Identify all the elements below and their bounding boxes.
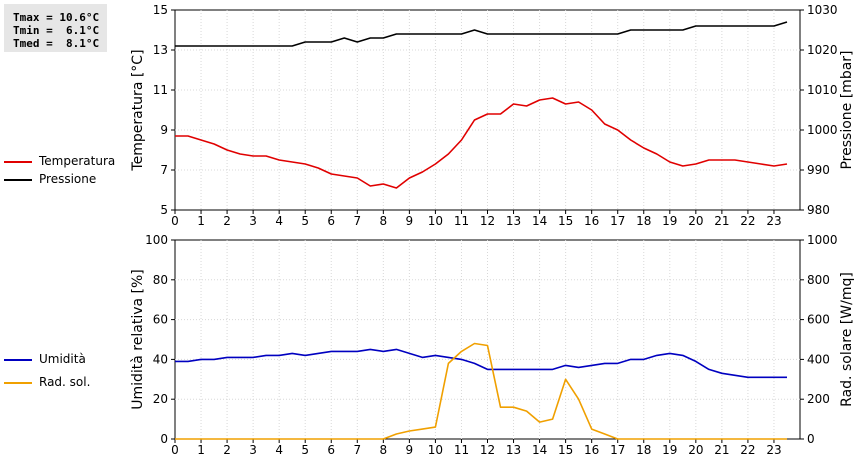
top-chart-y-right-tick-label: 980: [807, 203, 830, 217]
bottom-chart-x-tick-label: 0: [171, 443, 179, 457]
top-chart-x-tick-label: 10: [428, 214, 443, 228]
top-chart-x-tick-label: 15: [558, 214, 573, 228]
tmin-label: Tmin = 6.1°C: [13, 24, 100, 37]
top-chart-x-tick-label: 6: [327, 214, 335, 228]
top-chart-x-tick-label: 4: [275, 214, 283, 228]
bottom-chart-ylabel-right: Rad. solare [W/mq]: [839, 272, 855, 407]
top-chart-x-tick-label: 7: [353, 214, 361, 228]
bottom-chart-x-tick-label: 6: [327, 443, 335, 457]
bottom-chart-y-right-tick-label: 1000: [807, 233, 838, 247]
bottom-chart-y-left-tick-label: 40: [153, 352, 168, 366]
legend-label-rad-sol: Rad. sol.: [39, 375, 91, 389]
top-chart-x-tick-label: 17: [610, 214, 625, 228]
top-chart-x-tick-label: 0: [171, 214, 179, 228]
stats-box: Tmax = 10.6°C Tmin = 6.1°C Tmed = 8.1°C: [4, 4, 107, 52]
top-chart-x-tick-label: 21: [714, 214, 729, 228]
bottom-chart-ylabel-left: Umidità relativa [%]: [130, 269, 146, 410]
legend-swatch-rad-sol: [4, 382, 32, 384]
bottom-chart-x-tick-label: 8: [380, 443, 388, 457]
top-chart: 0 1 2 3 4 5 6 7 8 9 10 11 12 13 14 15 16 17 18 19 20 21 22 2357…: [130, 3, 855, 228]
top-chart-series-pressione: [175, 21, 788, 47]
top-chart-y-right-tick-label: 1010: [807, 83, 838, 97]
bottom-chart-y-left-tick-label: 20: [153, 392, 168, 406]
top-chart-x-tick-label: 5: [301, 214, 309, 228]
bottom-chart-x-tick-label: 1: [197, 443, 205, 457]
bottom-chart-x-tick-label: 18: [636, 443, 651, 457]
top-chart-x-tick-label: 2: [223, 214, 231, 228]
bottom-chart-y-right-tick-label: 0: [807, 432, 815, 446]
top-chart-x-tick-label: 20: [688, 214, 703, 228]
bottom-chart-x-tick-label: 9: [406, 443, 414, 457]
top-chart-x-tick-label: 18: [636, 214, 651, 228]
top-chart-y-right-tick-label: 1000: [807, 123, 838, 137]
bottom-chart-x-tick-label: 23: [766, 443, 781, 457]
top-chart-y-right-tick-label: 1030: [807, 3, 838, 17]
legend-swatch-temperatura: [4, 161, 32, 163]
top-chart-y-left-tick-label: 9: [160, 123, 168, 137]
top-chart-x-tick-label: 19: [662, 214, 677, 228]
top-chart-ylabel-right: Pressione [mbar]: [839, 50, 855, 169]
bottom-chart-y-left-tick-label: 60: [153, 313, 168, 327]
bottom-chart-x-tick-label: 3: [249, 443, 257, 457]
legend-swatch-umidita: [4, 359, 32, 361]
top-chart-y-left-tick-label: 5: [160, 203, 168, 217]
top-chart-x-tick-label: 11: [454, 214, 469, 228]
top-chart-x-tick-label: 3: [249, 214, 257, 228]
bottom-chart-x-tick-label: 7: [353, 443, 361, 457]
bottom-chart-x-tick-label: 2: [223, 443, 231, 457]
bottom-chart-x-tick-label: 17: [610, 443, 625, 457]
top-chart-y-right-tick-label: 1020: [807, 43, 838, 57]
legend-label-temperatura: Temperatura: [39, 154, 116, 168]
bottom-chart-x-tick-label: 10: [428, 443, 443, 457]
bottom-chart-y-right-tick-label: 400: [807, 352, 830, 366]
bottom-chart-x-tick-label: 15: [558, 443, 573, 457]
top-chart-x-tick-label: 9: [406, 214, 414, 228]
top-chart-x-tick-label: 14: [532, 214, 547, 228]
bottom-chart-x-tick-label: 21: [714, 443, 729, 457]
top-chart-x-tick-label: 12: [480, 214, 495, 228]
top-chart-x-tick-label: 22: [740, 214, 755, 228]
top-chart-x-tick-label: 13: [506, 214, 521, 228]
bottom-chart-y-left-tick-label: 0: [160, 432, 168, 446]
top-chart-y-right-tick-label: 990: [807, 163, 830, 177]
tmed-label: Tmed = 8.1°C: [13, 37, 100, 50]
bottom-chart-y-right-tick-label: 800: [807, 273, 830, 287]
bottom-chart-x-tick-label: 12: [480, 443, 495, 457]
legend-label-pressione: Pressione: [39, 172, 97, 186]
top-chart-series-temperatura: [175, 97, 788, 189]
bottom-chart-y-right-tick-label: 200: [807, 392, 830, 406]
top-chart-y-left-tick-label: 11: [153, 83, 168, 97]
bottom-chart-y-right-tick-label: 600: [807, 313, 830, 327]
bottom-chart-x-tick-label: 5: [301, 443, 309, 457]
bottom-chart-x-tick-label: 13: [506, 443, 521, 457]
top-chart-x-tick-label: 16: [584, 214, 599, 228]
top-chart-x-tick-label: 8: [380, 214, 388, 228]
bottom-chart-series-umidit: [175, 348, 787, 379]
bottom-chart-x-tick-label: 22: [740, 443, 755, 457]
bottom-chart-y-left-tick-label: 100: [145, 233, 168, 247]
top-chart-y-left-tick-label: 7: [160, 163, 168, 177]
bottom-chart: 0 1 2 3 4 5 6 7 8 9 10 11 12 13 14 15 16 17 18 19 20 21 22 2302…: [130, 233, 855, 457]
top-chart-x-tick-label: 1: [197, 214, 205, 228]
bottom-chart-x-tick-label: 4: [275, 443, 283, 457]
bottom-chart-x-tick-label: 16: [584, 443, 599, 457]
bottom-chart-series-rad-sol: [175, 342, 787, 440]
bottom-chart-x-tick-label: 20: [688, 443, 703, 457]
top-chart-y-left-tick-label: 15: [153, 3, 168, 17]
legend-label-umidita: Umidità: [39, 352, 86, 366]
bottom-chart-x-tick-label: 11: [454, 443, 469, 457]
legend-swatch-pressione: [4, 179, 32, 181]
tmax-label: Tmax = 10.6°C: [13, 11, 100, 24]
top-chart-ylabel-left: Temperatura [°C]: [130, 49, 146, 171]
bottom-chart-x-tick-label: 19: [662, 443, 677, 457]
top-chart-y-left-tick-label: 13: [153, 43, 168, 57]
top-chart-x-tick-label: 23: [766, 214, 781, 228]
bottom-chart-y-left-tick-label: 80: [153, 273, 168, 287]
bottom-chart-x-tick-label: 14: [532, 443, 547, 457]
